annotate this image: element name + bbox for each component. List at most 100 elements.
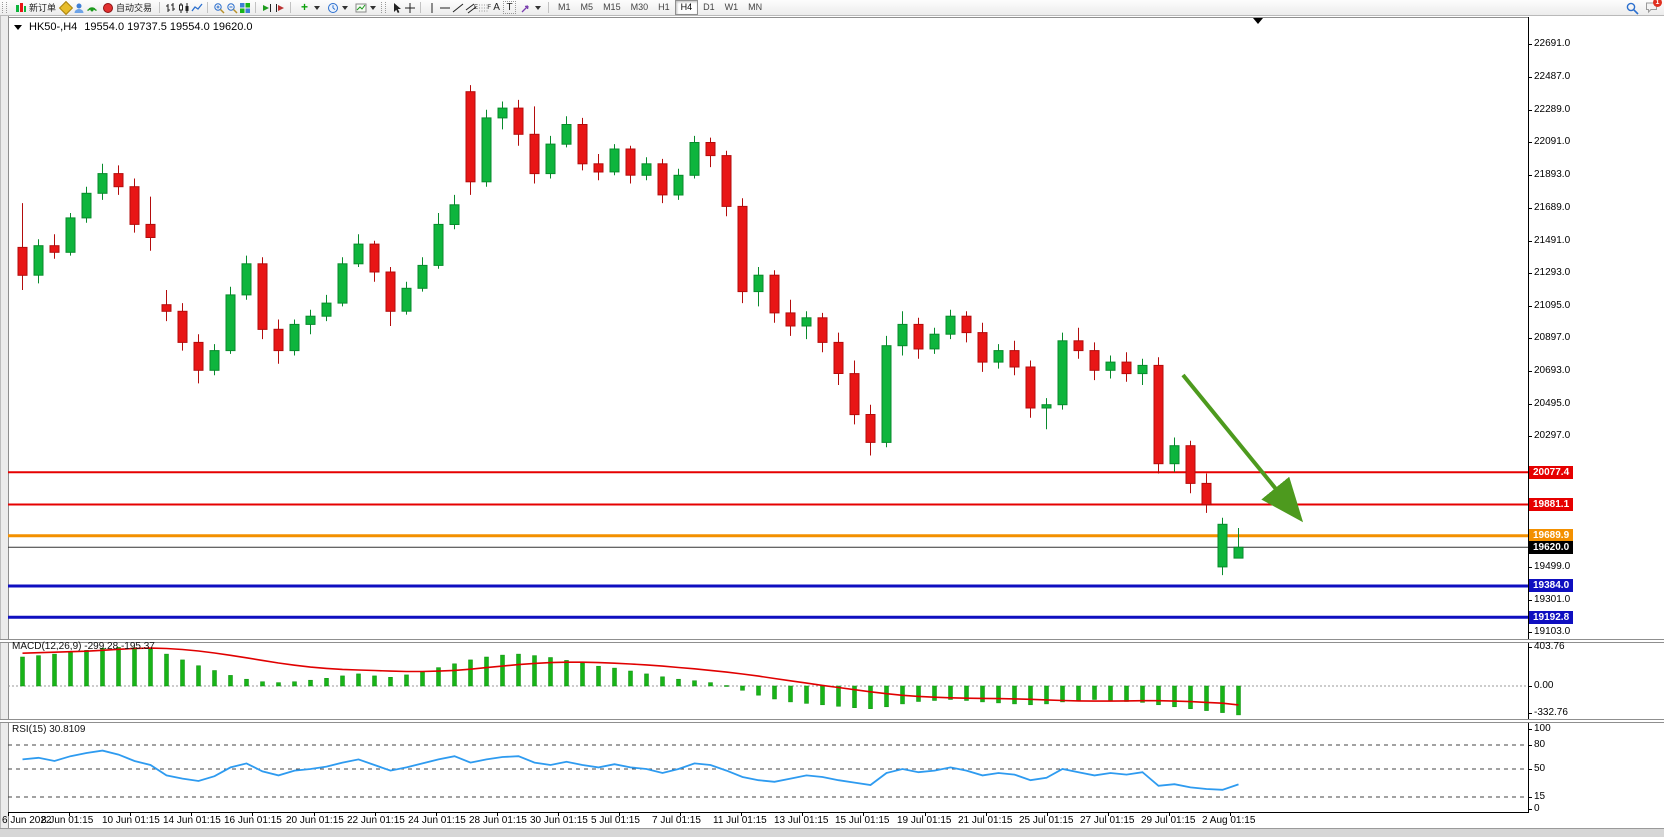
- timeframe-w1-button[interactable]: W1: [724, 2, 739, 12]
- timeframe-m30-button[interactable]: M30: [630, 2, 649, 12]
- timeframe-bar: M1 M5 M15 M30 H1 H4 D1 W1 MN: [553, 0, 767, 15]
- zoom-in-icon[interactable]: [212, 1, 225, 14]
- channel-tool-label: E: [474, 5, 479, 11]
- price-tick-label: 21893.0: [1534, 169, 1571, 180]
- price-tick-mark: [1528, 371, 1532, 372]
- channel-tool-icon[interactable]: E: [464, 1, 479, 14]
- macd-tick-label: -332.76: [1534, 707, 1568, 718]
- template-button[interactable]: [351, 1, 379, 14]
- timeframe-mn-button[interactable]: MN: [748, 2, 763, 12]
- text-tool-icon[interactable]: A: [493, 2, 500, 13]
- fibonacci-tool-label: F: [487, 5, 492, 11]
- horizontal-line-tool-icon[interactable]: [438, 1, 451, 14]
- price-tick-mark: [1528, 142, 1532, 143]
- price-tick-label: 22091.0: [1534, 136, 1571, 147]
- price-tick-mark: [1528, 600, 1532, 601]
- price-tick-mark: [1528, 632, 1532, 633]
- tile-windows-icon[interactable]: [238, 1, 251, 14]
- horizontal-level-lines[interactable]: [8, 471, 1528, 619]
- search-icon[interactable]: [1626, 2, 1639, 15]
- timeframe-d1-button[interactable]: D1: [703, 2, 715, 12]
- auto-trading-button[interactable]: 自动交易: [98, 1, 155, 14]
- date-tick-mark: [680, 812, 681, 816]
- toolbar-grip: [2, 2, 7, 13]
- signal-icon[interactable]: [85, 1, 98, 14]
- rsi-tick-mark: [1528, 797, 1532, 798]
- chart-shift-icon[interactable]: [273, 1, 286, 14]
- date-tick-label: 27 Jul 01:15: [1080, 815, 1135, 826]
- timeframe-h4-button[interactable]: H4: [674, 0, 699, 15]
- zoom-out-icon[interactable]: [225, 1, 238, 14]
- rsi-tick-label: 15: [1534, 791, 1546, 802]
- arrows-tool-button[interactable]: [516, 1, 544, 14]
- timeframe-m1-button[interactable]: M1: [558, 2, 571, 12]
- price-tick-mark: [1528, 404, 1532, 405]
- time-axis-line: [8, 812, 1528, 813]
- chart-shift-marker-icon[interactable]: [1253, 18, 1263, 24]
- window-bottom-bar: [0, 828, 1664, 837]
- vertical-line-tool-icon[interactable]: [425, 1, 438, 14]
- price-tick-label: 20693.0: [1534, 365, 1571, 376]
- macd-name: MACD(12,26,9): [12, 641, 82, 652]
- annotation-arrow[interactable]: [1181, 373, 1304, 523]
- plot-frame: [8, 17, 1528, 813]
- rsi-panel-separator[interactable]: [0, 719, 1664, 723]
- cursor-icon[interactable]: [390, 1, 403, 14]
- price-tick-mark: [1528, 241, 1532, 242]
- auto-scroll-icon[interactable]: [260, 1, 273, 14]
- date-tick-label: 8 Jun 01:15: [41, 815, 94, 826]
- date-tick-label: 2 Aug 01:15: [1202, 815, 1256, 826]
- line-chart-icon[interactable]: [190, 1, 203, 14]
- macd-tick-mark: [1528, 713, 1532, 714]
- market-watch-icon[interactable]: [72, 1, 85, 14]
- date-tick-mark: [69, 812, 70, 816]
- date-tick-mark: [1169, 812, 1170, 816]
- period-button[interactable]: [323, 1, 351, 14]
- date-tick-mark: [130, 812, 131, 816]
- rsi-tick-label: 50: [1534, 763, 1546, 774]
- timeframe-h1-button[interactable]: H1: [658, 2, 670, 12]
- price-tick-label: 21293.0: [1534, 267, 1571, 278]
- date-tick-label: 20 Jun 01:15: [286, 815, 344, 826]
- timeframe-m5-button[interactable]: M5: [580, 2, 594, 12]
- date-tick-mark: [558, 812, 559, 816]
- date-tick-mark: [1108, 812, 1109, 816]
- date-tick-mark: [986, 812, 987, 816]
- crosshair-icon[interactable]: [403, 1, 416, 14]
- trendline-tool-icon[interactable]: [451, 1, 464, 14]
- macd-tick-label: 403.76: [1534, 641, 1565, 652]
- date-tick-label: 24 Jun 01:15: [408, 815, 466, 826]
- price-tick-mark: [1528, 110, 1532, 111]
- chat-button[interactable]: 1: [1645, 0, 1662, 16]
- bar-chart-icon[interactable]: [164, 1, 177, 14]
- arrows-tool-icon: [519, 1, 532, 14]
- chart-title-collapse-icon[interactable]: [14, 24, 22, 30]
- price-tick-label: 19499.0: [1534, 561, 1571, 572]
- date-tick-mark: [314, 812, 315, 816]
- window-left-edge: [0, 16, 9, 828]
- date-tick-label: 29 Jul 01:15: [1141, 815, 1196, 826]
- level-price-badge: 19689.9: [1529, 529, 1574, 542]
- date-tick-mark: [619, 812, 620, 816]
- price-tick-label: 20897.0: [1534, 332, 1571, 343]
- text-label-tool-icon[interactable]: T: [503, 1, 517, 14]
- price-tick-label: 21491.0: [1534, 235, 1571, 246]
- date-tick-mark: [802, 812, 803, 816]
- chart-symbol-period: HK50-,H4: [29, 21, 78, 33]
- macd-tick-mark: [1528, 686, 1532, 687]
- date-tick-mark: [863, 812, 864, 816]
- template-icon: [354, 1, 367, 14]
- timeframe-m15-button[interactable]: M15: [603, 2, 621, 12]
- history-center-icon[interactable]: [58, 0, 73, 15]
- add-indicator-button[interactable]: +: [295, 1, 323, 14]
- price-tick-label: 21095.0: [1534, 300, 1571, 311]
- fibonacci-tool-icon[interactable]: F: [477, 1, 492, 14]
- price-tick-label: 21689.0: [1534, 202, 1571, 213]
- macd-label: MACD(12,26,9) -299.28 -195.37: [12, 641, 155, 652]
- candlestick-chart-icon[interactable]: [177, 1, 190, 14]
- chart-canvas[interactable]: [8, 17, 1528, 812]
- date-tick-label: 14 Jun 01:15: [163, 815, 221, 826]
- new-order-button[interactable]: 新订单: [11, 1, 59, 14]
- date-tick-label: 5 Jul 01:15: [591, 815, 640, 826]
- macd-panel-separator[interactable]: [0, 639, 1664, 643]
